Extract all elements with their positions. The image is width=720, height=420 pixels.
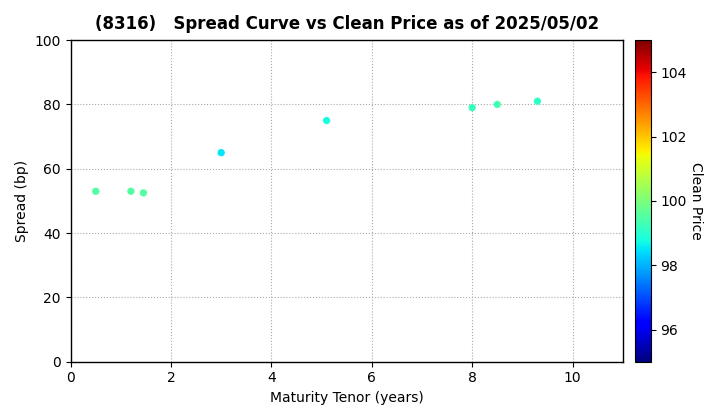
Point <box>138 189 149 196</box>
Point <box>467 104 478 111</box>
Point <box>531 98 543 105</box>
Point <box>125 188 137 194</box>
Point <box>492 101 503 108</box>
Title: (8316)   Spread Curve vs Clean Price as of 2025/05/02: (8316) Spread Curve vs Clean Price as of… <box>94 15 599 33</box>
Y-axis label: Clean Price: Clean Price <box>689 162 703 240</box>
Point <box>90 188 102 194</box>
Point <box>321 117 333 124</box>
Y-axis label: Spread (bp): Spread (bp) <box>15 160 29 242</box>
X-axis label: Maturity Tenor (years): Maturity Tenor (years) <box>270 391 423 405</box>
Point <box>215 150 227 156</box>
